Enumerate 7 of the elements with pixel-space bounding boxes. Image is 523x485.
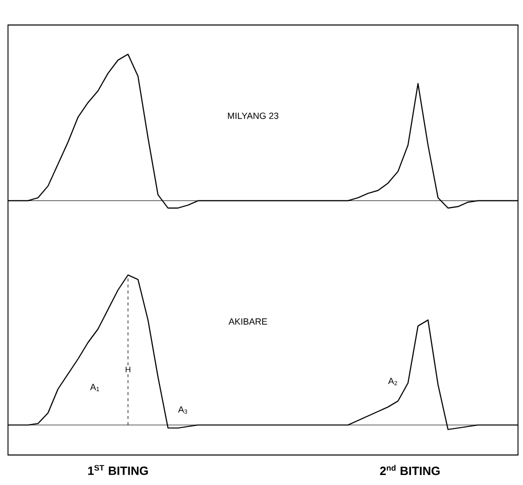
- text: 2$^{nd}$ BITING: [380, 464, 440, 476]
- text: AKIBARE: [228, 318, 268, 325]
- annotation: A$_{2}$: [388, 378, 398, 386]
- text: MILYANG 23: [228, 112, 278, 119]
- annotation: A$_{1}$: [90, 384, 100, 392]
- text: 1$^{ST}$ BITING: [88, 464, 148, 475]
- annotation: A$_{3}$: [178, 406, 188, 414]
